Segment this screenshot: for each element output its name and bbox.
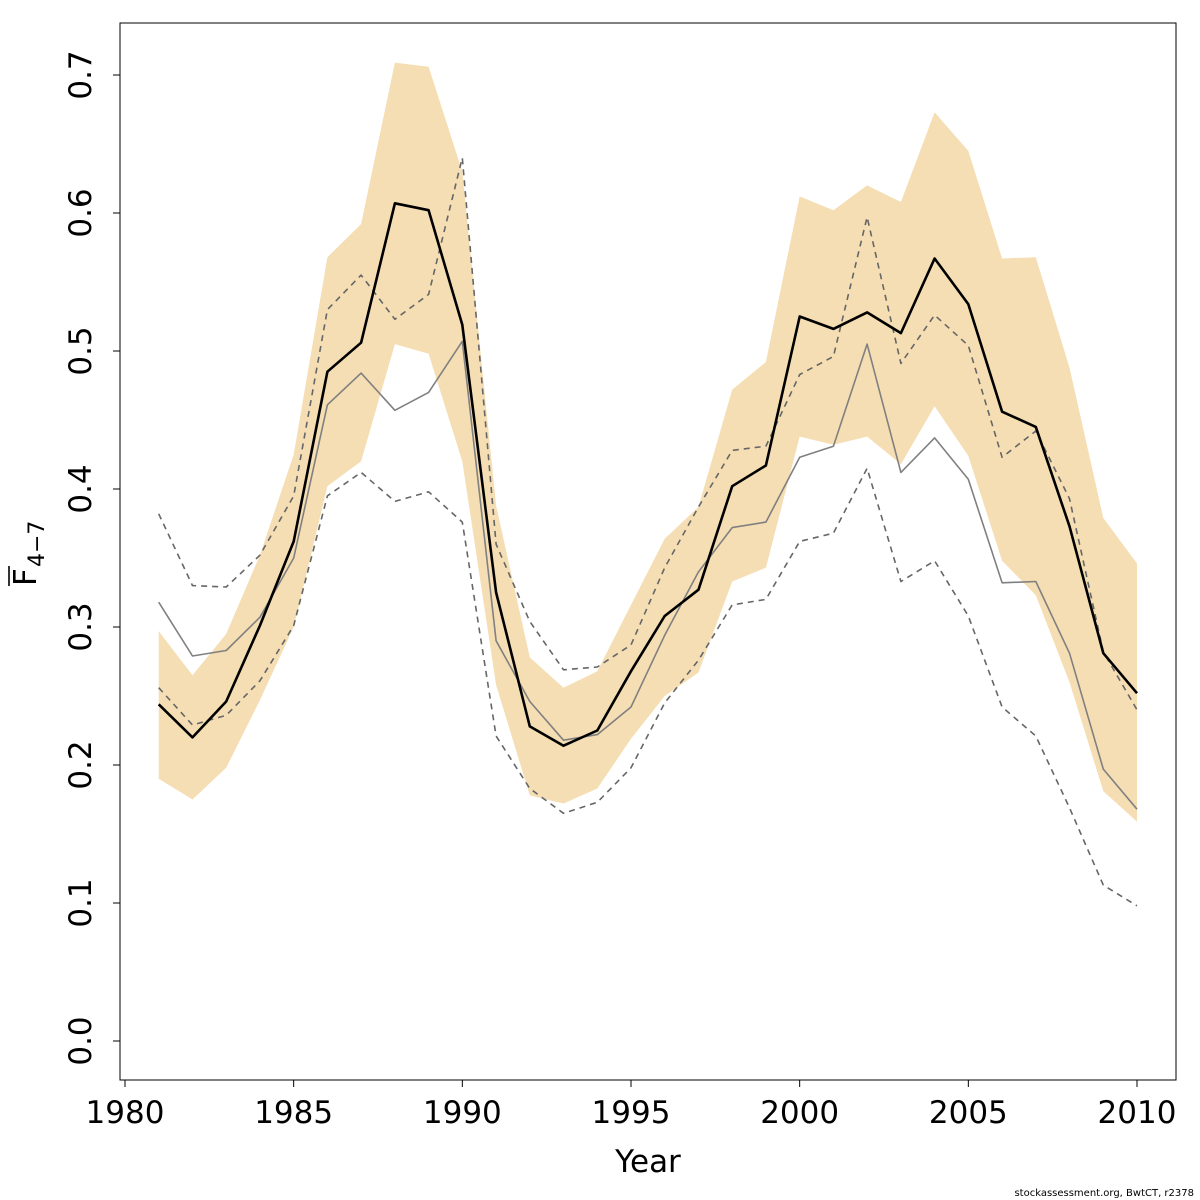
x-tick-label: 1985 [254,1095,333,1131]
y-axis-label-subscript: 4−7 [25,521,50,567]
x-tick-label: 2000 [760,1095,839,1131]
y-axis-label-f: F [8,568,44,586]
x-tick-label: 1990 [423,1095,502,1131]
x-tick-label: 2010 [1098,1095,1177,1131]
y-axis-title: F4−7 [8,521,50,586]
x-tick-label: 1995 [592,1095,671,1131]
y-tick-label: 0.6 [63,188,99,237]
y-axis: 0.0 0.1 0.2 0.3 0.4 0.5 0.6 0.7 [63,50,121,1066]
x-tick-label: 2005 [929,1095,1008,1131]
y-tick-label: 0.2 [63,740,99,789]
confidence-band [158,62,1137,822]
y-tick-label: 0.0 [63,1016,99,1065]
x-axis-title: Year [614,1144,681,1180]
series-line-3 [158,467,1138,907]
series-line-0 [157,202,1138,748]
y-tick-label: 0.5 [63,326,99,375]
x-tick-label: 1980 [86,1095,165,1131]
series-line-1 [158,340,1138,810]
y-tick-label: 0.4 [63,464,99,513]
y-tick-label: 0.1 [63,878,99,927]
series-layer [157,157,1138,907]
x-axis: 1980 1985 1990 1995 2000 2005 2010 [86,1079,1177,1131]
footer-credit: stockassessment.org, BwtCT, r2378 [1014,1188,1194,1199]
y-tick-label: 0.3 [63,602,99,651]
confidence-band-layer [158,62,1137,822]
series-line-2 [157,157,1138,711]
y-tick-label: 0.7 [63,50,99,99]
